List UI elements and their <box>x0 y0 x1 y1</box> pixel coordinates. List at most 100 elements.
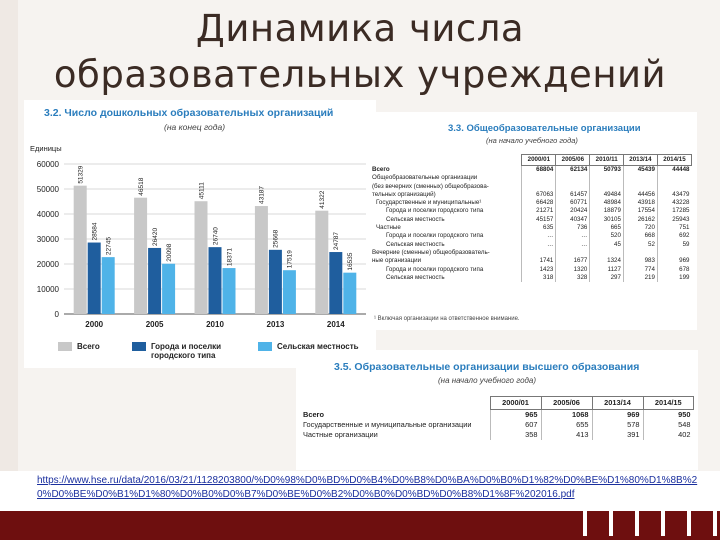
row-label: (без вечерних (сменных) общеобразова- <box>372 182 489 190</box>
x-tick-label: 2005 <box>146 320 164 329</box>
table-row: Сельская местность 45157 40347 30105 26162 25… <box>370 215 692 225</box>
table33-footnote: ¹ Включая организации на ответственное в… <box>374 316 520 322</box>
table-row: Города и поселки городского типа…… 520 668… <box>370 232 692 241</box>
table-cell: 17285 <box>656 207 692 216</box>
table-cell <box>521 182 556 191</box>
row-label: Города и поселки городского типа <box>386 232 484 240</box>
legend-swatch <box>58 342 72 351</box>
table-cell: 43479 <box>656 190 692 200</box>
table-row: Сельская местность 318 328 297 219 199 <box>370 273 692 283</box>
bar <box>148 247 162 314</box>
header-cell-year: 2014/15 <box>642 396 694 410</box>
table-cell: 43918 <box>622 199 658 208</box>
table-row: (без вечерних (сменных) общеобразова- <box>370 182 692 191</box>
decor-stripe <box>583 511 587 536</box>
chart-subtitle: (на конец года) <box>164 122 226 132</box>
table-cell: 668 <box>622 232 658 241</box>
table-cell: 49484 <box>589 190 624 200</box>
row-label: Частные организации <box>303 430 378 439</box>
header-cell-year: 2013/14 <box>622 154 658 166</box>
source-link-bar: https://www.hse.ru/data/2016/03/21/11282… <box>0 471 720 511</box>
chart-title: 3.2. Число дошкольных образовательных ор… <box>44 107 334 119</box>
table-cell: 548 <box>642 420 694 430</box>
row-label: Сельская местность <box>386 215 445 223</box>
table-cell: 1423 <box>521 265 556 274</box>
table-cell: 520 <box>589 232 624 241</box>
bar-value-label: 26740 <box>212 227 219 245</box>
y-tick-label: 10000 <box>37 285 60 294</box>
table-cell: 52 <box>622 240 658 249</box>
y-tick-label: 60000 <box>37 160 60 169</box>
decor-stripe <box>609 511 613 536</box>
table-row: Сельская местность…… 45 52 59 <box>370 240 692 249</box>
table-row: Частные организации 358 413 391 402 <box>300 430 694 440</box>
table35-subtitle: (на начало учебного года) <box>438 376 537 385</box>
row-label: тельных организаций) <box>372 190 436 198</box>
row-label: Города и поселки городского типа <box>386 265 484 273</box>
table-cell: 678 <box>656 265 692 274</box>
table-cell: 297 <box>589 273 624 283</box>
table-cell <box>656 182 692 191</box>
table33-subtitle: (на начало учебного года) <box>486 136 578 145</box>
x-tick-label: 2010 <box>206 320 224 329</box>
table-cell: 60771 <box>555 199 590 208</box>
y-tick-label: 50000 <box>37 185 60 194</box>
slide-title: Динамика числа образовательных учреждени… <box>0 6 720 98</box>
legend-label: Города и поселки городского типа <box>151 342 222 360</box>
row-label: Общеобразовательные организации <box>372 174 478 182</box>
table-cell: 736 <box>555 224 590 233</box>
table-cell: 44456 <box>622 190 658 200</box>
bar <box>162 263 176 314</box>
row-label: Частные <box>376 224 401 232</box>
table-cell <box>555 182 590 191</box>
table35-title: 3.5. Образовательные организации высшего… <box>334 361 640 373</box>
slide-title-line2: образовательных учреждений <box>53 53 667 96</box>
table-cell: 17554 <box>622 207 658 216</box>
table-cell <box>589 182 624 191</box>
row-label: Вечерние (сменные) общеобразователь- <box>372 248 490 256</box>
table-cell: 950 <box>642 409 694 420</box>
row-label: Сельская местность <box>386 240 445 248</box>
bar <box>134 197 148 314</box>
bar-value-label: 26420 <box>152 227 159 245</box>
header-cell-blank <box>300 397 490 410</box>
general-education-table-panel: 3.3. Общеобразовательные организации (на… <box>370 112 697 330</box>
decor-stripe <box>661 511 665 536</box>
legend-swatch <box>132 342 146 351</box>
table-cell: 751 <box>656 224 692 233</box>
table33-title: 3.3. Общеобразовательные организации <box>448 123 641 134</box>
table-cell <box>521 174 556 183</box>
table-cell: 40347 <box>555 215 590 225</box>
table-cell: 655 <box>540 420 592 430</box>
source-link[interactable]: https://www.hse.ru/data/2016/03/21/11282… <box>37 475 698 500</box>
bar-value-label: 41322 <box>319 190 326 208</box>
table-cell <box>622 182 658 191</box>
table35: 2000/01 2005/06 2013/14 2014/15 Всего 965 106… <box>300 396 694 440</box>
bar-value-label: 51329 <box>78 165 85 183</box>
bar-value-label: 20098 <box>166 243 173 261</box>
bar <box>208 247 222 314</box>
bar-value-label: 18371 <box>226 248 233 266</box>
table-row: Города и поселки городского типа 21271 204… <box>370 207 692 216</box>
table-cell: 45439 <box>622 165 658 175</box>
table-row: тельных организаций) 67063 61457 49484 44456… <box>370 190 692 200</box>
row-label: ные организации <box>372 257 422 265</box>
table-cell <box>622 248 658 258</box>
header-cell-year: 2000/01 <box>489 396 542 410</box>
table-cell: 18879 <box>589 207 624 216</box>
table-cell: 578 <box>591 420 643 430</box>
x-tick-label: 2014 <box>327 320 345 329</box>
row-label: Города и поселки городского типа <box>386 207 484 215</box>
table-cell <box>589 248 624 258</box>
table-cell: 199 <box>656 273 692 283</box>
row-label: Всего <box>372 165 390 173</box>
bar-value-label: 43187 <box>259 186 266 204</box>
bar-value-label: 25668 <box>273 229 280 247</box>
legend-label: Сельская местность <box>277 342 359 351</box>
bar <box>101 257 115 314</box>
table-cell: 720 <box>622 224 658 233</box>
table-row: Всего 68804 62134 50793 45439 44448 <box>370 165 692 175</box>
table-cell: 1127 <box>589 265 624 274</box>
table-cell: 1068 <box>540 409 592 420</box>
preschool-chart-panel: 3.2. Число дошкольных образовательных ор… <box>24 100 376 368</box>
